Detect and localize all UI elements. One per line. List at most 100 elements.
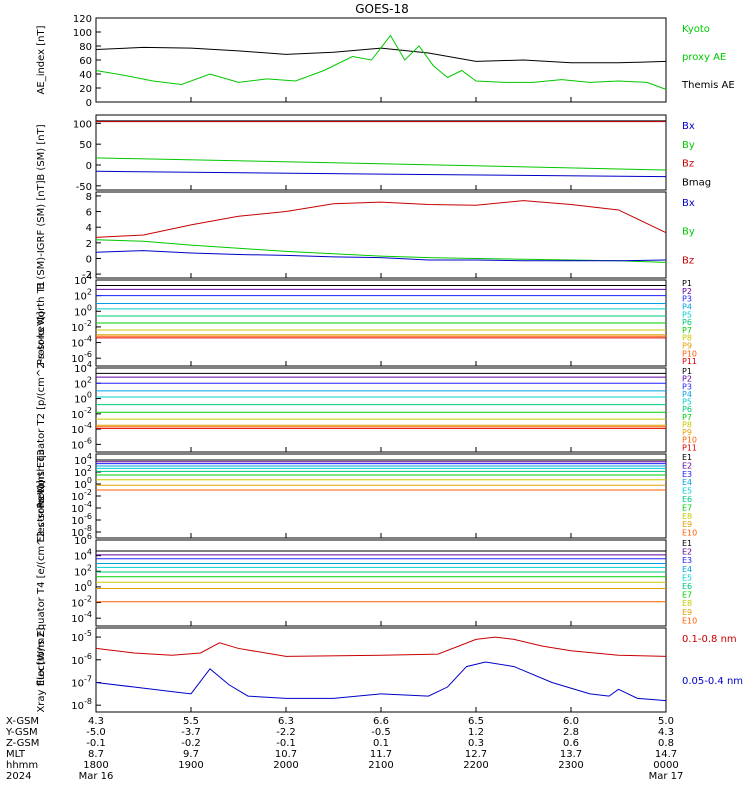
y-tick-label: 10-4: [71, 500, 92, 515]
y-tick-label: 4: [86, 223, 92, 234]
y-tick-label: 10-6: [71, 512, 92, 527]
y-tick-label: 10-6: [71, 350, 92, 365]
footer-date-start: Mar 16: [79, 771, 114, 782]
legend-label: E5: [682, 487, 692, 496]
y-tick-label: 6: [86, 208, 92, 219]
legend-label: E5: [682, 573, 692, 582]
footer-cell: 11.7: [370, 749, 392, 760]
series-line: [95, 157, 667, 171]
y-tick-label: 10-4: [71, 335, 92, 350]
legend-label: Bmag: [682, 177, 711, 188]
legend-label: P5: [682, 310, 692, 319]
legend-label: P9: [682, 428, 692, 437]
footer-cell: 0.8: [658, 738, 674, 749]
footer-cell: -0.5: [371, 727, 391, 738]
series-line: [95, 250, 667, 262]
footer-cell: 12.7: [465, 749, 487, 760]
footer-cell: 6.5: [468, 716, 484, 727]
y-tick-label: 102: [74, 375, 92, 390]
y-tick-label: 60: [79, 56, 92, 67]
y-axis-label: B (SM)-IGRF (SM) [nT]: [36, 180, 47, 289]
legend-label: Themis AE: [681, 80, 735, 91]
y-tick-label: 10-8: [71, 697, 92, 712]
y-tick-label: 10-2: [71, 595, 92, 610]
y-tick-label: 50: [79, 140, 92, 151]
footer-cell: 2200: [463, 760, 488, 771]
y-tick-label: 10-6: [71, 436, 92, 451]
y-tick-label: 0: [86, 254, 92, 265]
legend-label: E7: [682, 503, 692, 512]
footer-cell: 1.2: [468, 727, 484, 738]
y-axis-label: B (SM) [nT]: [36, 124, 47, 180]
legend-label: E10: [682, 616, 697, 625]
legend-label: P1: [682, 367, 692, 376]
y-tick-label: 10-5: [71, 629, 92, 644]
footer-date-end: Mar 17: [649, 771, 684, 782]
legend-label: P10: [682, 436, 697, 445]
legend-label: By: [682, 227, 695, 238]
footer-cell: 14.7: [655, 749, 677, 760]
y-tick-label: 104: [74, 452, 92, 467]
footer-cell: -0.1: [276, 738, 296, 749]
footer-cell: 5.0: [658, 716, 674, 727]
legend-label: P1: [682, 279, 692, 288]
y-axis-label: Protons North T1: [36, 281, 47, 365]
legend-label: E4: [682, 478, 692, 487]
legend-label: 0.1-0.8 nm: [682, 634, 737, 645]
legend-label: P2: [682, 375, 692, 384]
footer-cell: -0.1: [86, 738, 106, 749]
legend-label: P6: [682, 405, 692, 414]
y-tick-label: 100: [73, 119, 92, 130]
legend-label: Bz: [682, 255, 694, 266]
y-tick-label: 10-6: [71, 652, 92, 667]
legend-label: E8: [682, 512, 692, 521]
y-tick-label: 10-8: [71, 524, 92, 539]
legend-label: P5: [682, 398, 692, 407]
panel-frame: [95, 114, 667, 191]
y-tick-label: 20: [79, 84, 92, 95]
panel-frame: [95, 17, 667, 103]
legend-label: E7: [682, 591, 692, 600]
legend-label: E10: [682, 529, 697, 538]
footer-row-label: hhmm: [6, 760, 38, 771]
legend-label: E9: [682, 608, 692, 617]
footer-cell: 9.7: [183, 749, 199, 760]
legend-label: P3: [682, 295, 692, 304]
footer-cell: 2.8: [563, 727, 579, 738]
panel-frame: [95, 191, 667, 279]
y-tick-label: 106: [74, 532, 92, 547]
legend-label: E8: [682, 599, 692, 608]
footer-cell: 6.0: [563, 716, 579, 727]
y-tick-label: 100: [73, 28, 92, 39]
series-line: [95, 200, 667, 238]
legend-label: proxy AE: [682, 52, 726, 63]
footer-cell: 4.3: [658, 727, 674, 738]
legend-label: E6: [682, 582, 692, 591]
legend-label: P4: [682, 390, 692, 399]
y-tick-label: 0: [86, 98, 92, 109]
y-tick-label: 10-2: [71, 406, 92, 421]
legend-label: P2: [682, 287, 692, 296]
legend-label: E2: [682, 461, 692, 470]
legend-label: Bz: [682, 159, 694, 170]
y-axis-label: Electrons Equator T4 [e/(cm^2-s-sr-keV)]: [36, 480, 47, 686]
legend-label: E1: [682, 453, 692, 462]
y-tick-label: 104: [74, 360, 92, 375]
legend-label: P9: [682, 342, 692, 351]
legend-label: P7: [682, 413, 692, 422]
y-tick-label: 80: [79, 42, 92, 53]
footer-cell: 4.3: [88, 716, 104, 727]
legend-label: P10: [682, 349, 697, 358]
legend-label: P7: [682, 326, 692, 335]
footer-cell: 1800: [83, 760, 108, 771]
legend-label: P3: [682, 382, 692, 391]
y-tick-label: 100: [74, 391, 92, 406]
series-line: [95, 239, 667, 263]
legend-label: E3: [682, 556, 692, 565]
footer-cell: 2000: [273, 760, 298, 771]
legend-label: P6: [682, 318, 692, 327]
footer-row-label: X-GSM: [6, 716, 39, 727]
panel-frame: [95, 453, 667, 539]
y-tick-label: 100: [74, 303, 92, 318]
